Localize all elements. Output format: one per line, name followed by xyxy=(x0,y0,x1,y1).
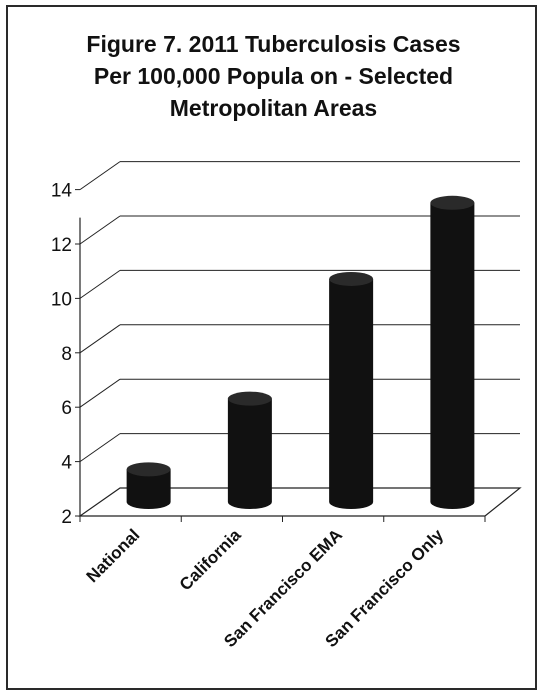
bar-body xyxy=(329,278,374,509)
gridline-diagonal xyxy=(79,433,121,463)
y-tick-label: 10 xyxy=(51,289,72,310)
x-category-label: National xyxy=(83,525,144,586)
chart-floor xyxy=(78,487,522,517)
bar-top xyxy=(430,195,475,210)
y-tick-label: 12 xyxy=(51,235,72,256)
gridline-diagonal xyxy=(79,215,121,245)
gridline-diagonal xyxy=(79,269,121,299)
chart-title: Figure 7. 2011 Tuberculosis Cases Per 10… xyxy=(0,28,547,124)
y-tick-label: 14 xyxy=(51,181,73,202)
bar-top xyxy=(227,391,272,406)
gridline-diagonal xyxy=(79,324,121,354)
y-tick-label: 6 xyxy=(61,398,72,419)
bar-2 xyxy=(227,391,272,509)
gridline-diagonal xyxy=(79,161,121,191)
bar-4 xyxy=(430,195,475,510)
bar-1 xyxy=(126,462,171,509)
x-category-label: California xyxy=(176,525,245,594)
y-tick-label: 8 xyxy=(61,344,72,365)
bar-3 xyxy=(329,271,374,509)
y-tick-label: 4 xyxy=(61,453,72,474)
bar-top xyxy=(329,271,374,286)
bar-body xyxy=(430,202,475,510)
y-tick-label: 2 xyxy=(61,507,72,528)
bar-body xyxy=(126,469,171,509)
title-line-2: Per 100,000 Popula on - Selected xyxy=(93,63,454,89)
bar-top xyxy=(126,462,171,477)
title-line-1: Figure 7. 2011 Tuberculosis Cases xyxy=(86,31,461,57)
gridline-diagonal xyxy=(79,378,121,408)
title-line-3: Metropolitan Areas xyxy=(169,95,378,121)
bar-body xyxy=(227,398,272,509)
